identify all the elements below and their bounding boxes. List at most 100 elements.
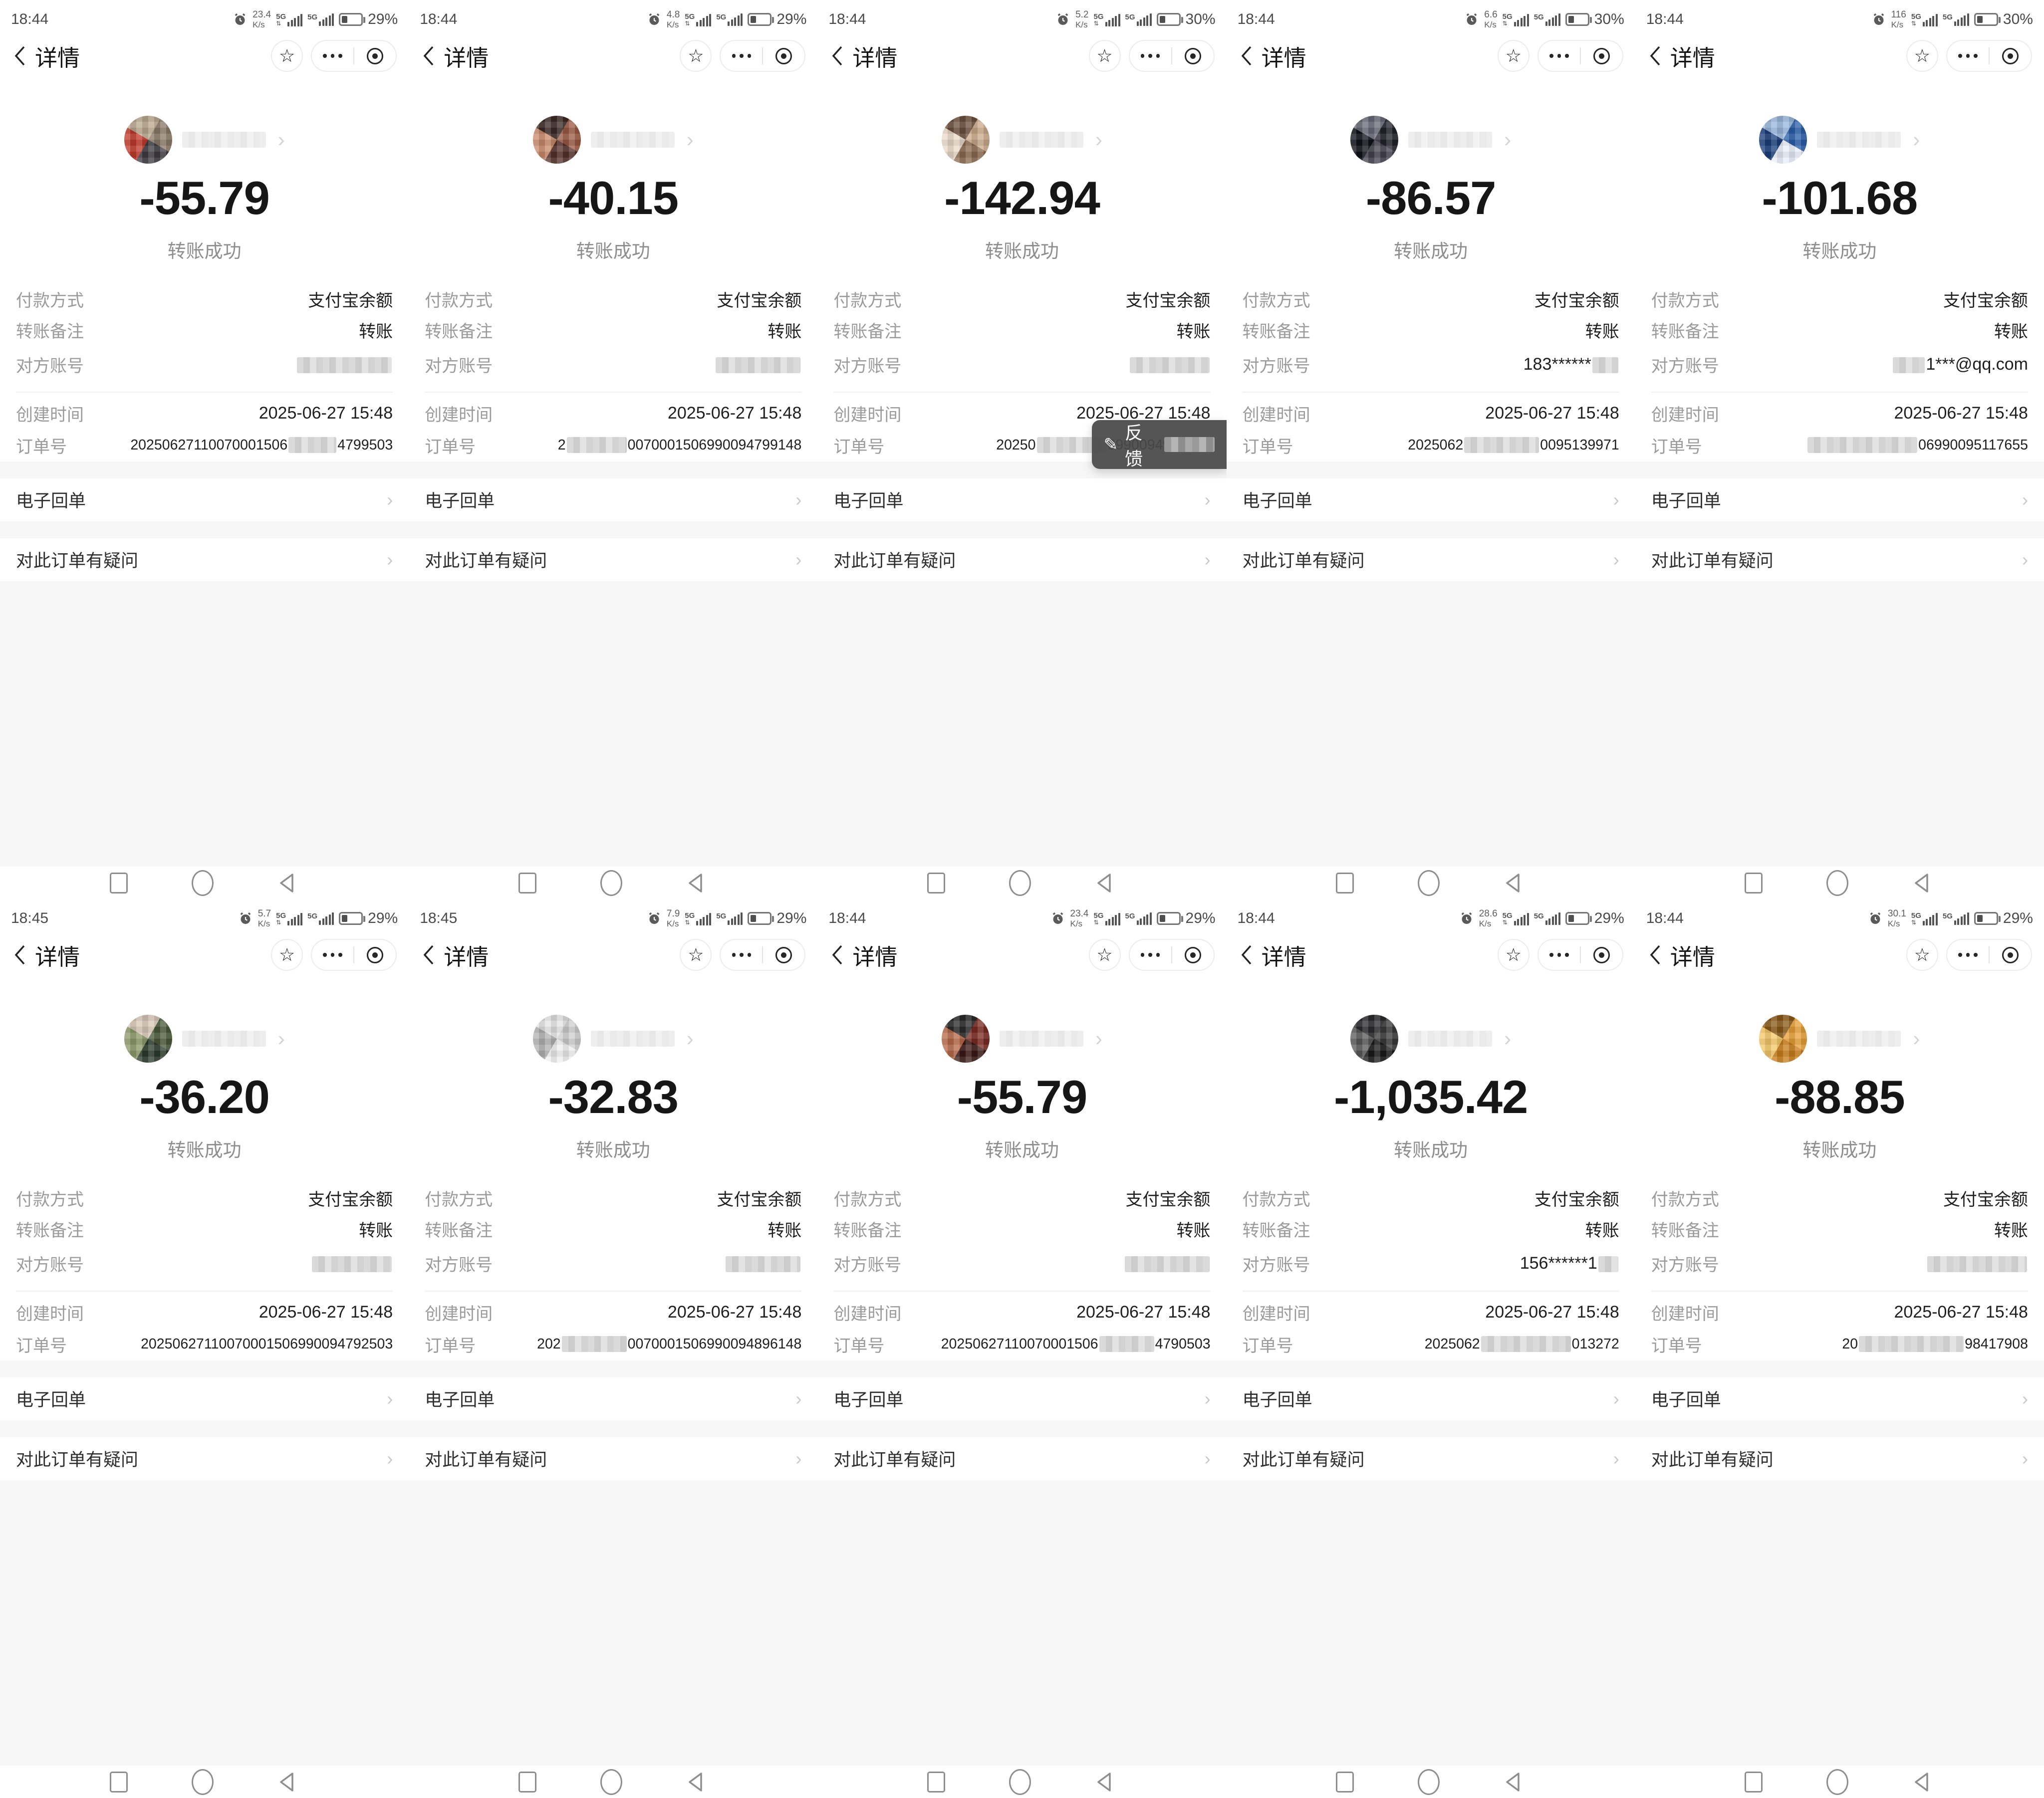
question-row[interactable]: 对此订单有疑问 ›	[0, 1437, 409, 1480]
minimize-button[interactable]	[1581, 940, 1622, 970]
recents-button[interactable]	[927, 1771, 945, 1793]
more-options-button[interactable]	[1538, 940, 1580, 970]
minimize-button[interactable]	[763, 41, 804, 71]
question-row[interactable]: 对此订单有疑问 ›	[1635, 538, 2044, 581]
back-button[interactable]: 详情	[830, 939, 897, 971]
back-nav-button[interactable]	[1912, 872, 1934, 894]
recents-button[interactable]	[109, 872, 128, 894]
minimize-button[interactable]	[354, 940, 396, 970]
minimize-button[interactable]	[763, 940, 804, 970]
favorite-button[interactable]: ☆	[1088, 40, 1121, 72]
payee-row[interactable]: ›	[1227, 1013, 1635, 1065]
home-button[interactable]	[191, 870, 214, 896]
back-nav-button[interactable]	[277, 872, 299, 894]
back-nav-button[interactable]	[1504, 872, 1526, 894]
more-options-button[interactable]	[1947, 940, 1989, 970]
minimize-button[interactable]	[1990, 41, 2031, 71]
back-button[interactable]: 详情	[13, 939, 80, 971]
favorite-button[interactable]: ☆	[680, 40, 712, 72]
back-button[interactable]: 详情	[422, 939, 489, 971]
back-nav-button[interactable]	[277, 1771, 299, 1793]
payee-row[interactable]: ›	[409, 1013, 817, 1065]
back-button[interactable]: 详情	[1240, 40, 1306, 72]
receipt-row[interactable]: 电子回单 ›	[1635, 1377, 2044, 1420]
home-button[interactable]	[1826, 1769, 1849, 1795]
back-nav-button[interactable]	[1095, 872, 1117, 894]
back-button[interactable]: 详情	[13, 40, 80, 72]
more-options-button[interactable]	[721, 940, 762, 970]
recents-button[interactable]	[927, 872, 945, 894]
home-button[interactable]	[600, 870, 622, 896]
more-options-button[interactable]	[312, 41, 353, 71]
minimize-button[interactable]	[1990, 940, 2031, 970]
home-button[interactable]	[191, 1769, 214, 1795]
recents-button[interactable]	[518, 1771, 536, 1793]
favorite-button[interactable]: ☆	[1906, 939, 1938, 971]
minimize-button[interactable]	[1581, 41, 1622, 71]
home-button[interactable]	[600, 1769, 622, 1795]
more-options-button[interactable]	[1947, 41, 1989, 71]
payee-row[interactable]: ›	[817, 1013, 1226, 1065]
recents-button[interactable]	[518, 872, 536, 894]
back-nav-button[interactable]	[1504, 1771, 1526, 1793]
receipt-row[interactable]: 电子回单 ›	[1226, 1377, 1635, 1420]
favorite-button[interactable]: ☆	[1497, 939, 1530, 971]
favorite-button[interactable]: ☆	[271, 40, 303, 72]
back-button[interactable]: 详情	[1240, 939, 1306, 971]
back-nav-button[interactable]	[686, 1771, 708, 1793]
receipt-row[interactable]: 电子回单 ›	[409, 478, 818, 521]
payee-row[interactable]: ›	[817, 114, 1226, 166]
back-nav-button[interactable]	[1912, 1771, 1934, 1793]
back-button[interactable]: 详情	[1648, 939, 1715, 971]
favorite-button[interactable]: ☆	[1088, 939, 1121, 971]
minimize-button[interactable]	[1172, 41, 1214, 71]
more-options-button[interactable]	[1130, 940, 1171, 970]
favorite-button[interactable]: ☆	[1906, 40, 1938, 72]
back-nav-button[interactable]	[686, 872, 708, 894]
back-button[interactable]: 详情	[422, 40, 489, 72]
payee-row[interactable]: ›	[0, 1013, 409, 1065]
payee-row[interactable]: ›	[1227, 114, 1635, 166]
receipt-row[interactable]: 电子回单 ›	[409, 1377, 818, 1420]
more-options-button[interactable]	[1538, 41, 1580, 71]
more-options-button[interactable]	[312, 940, 353, 970]
home-button[interactable]	[1009, 870, 1031, 896]
recents-button[interactable]	[1745, 1771, 1763, 1793]
home-button[interactable]	[1009, 1769, 1031, 1795]
payee-row[interactable]: ›	[1635, 1013, 2044, 1065]
recents-button[interactable]	[1745, 872, 1763, 894]
feedback-toast[interactable]: ✎ 反馈	[1091, 420, 1227, 469]
more-options-button[interactable]	[721, 41, 762, 71]
question-row[interactable]: 对此订单有疑问 ›	[817, 538, 1227, 581]
home-button[interactable]	[1418, 1769, 1440, 1795]
payee-row[interactable]: ›	[1635, 114, 2044, 166]
receipt-row[interactable]: 电子回单 ›	[0, 1377, 409, 1420]
back-nav-button[interactable]	[1095, 1771, 1117, 1793]
recents-button[interactable]	[1336, 1771, 1354, 1793]
question-row[interactable]: 对此订单有疑问 ›	[1226, 538, 1635, 581]
question-row[interactable]: 对此订单有疑问 ›	[409, 538, 818, 581]
question-row[interactable]: 对此订单有疑问 ›	[817, 1437, 1227, 1480]
receipt-row[interactable]: 电子回单 ›	[1635, 478, 2044, 521]
question-row[interactable]: 对此订单有疑问 ›	[1226, 1437, 1635, 1480]
minimize-button[interactable]	[354, 41, 396, 71]
favorite-button[interactable]: ☆	[680, 939, 712, 971]
back-button[interactable]: 详情	[830, 40, 897, 72]
question-row[interactable]: 对此订单有疑问 ›	[409, 1437, 818, 1480]
receipt-row[interactable]: 电子回单 ›	[0, 478, 409, 521]
back-button[interactable]: 详情	[1648, 40, 1715, 72]
receipt-row[interactable]: 电子回单 ›	[1226, 478, 1635, 521]
recents-button[interactable]	[1336, 872, 1354, 894]
home-button[interactable]	[1418, 870, 1440, 896]
more-options-button[interactable]	[1130, 41, 1171, 71]
favorite-button[interactable]: ☆	[1497, 40, 1530, 72]
receipt-row[interactable]: 电子回单 ›	[817, 1377, 1227, 1420]
home-button[interactable]	[1826, 870, 1849, 896]
receipt-row[interactable]: 电子回单 ›	[817, 478, 1227, 521]
question-row[interactable]: 对此订单有疑问 ›	[0, 538, 409, 581]
recents-button[interactable]	[109, 1771, 128, 1793]
payee-row[interactable]: ›	[0, 114, 409, 166]
minimize-button[interactable]	[1172, 940, 1214, 970]
payee-row[interactable]: ›	[409, 114, 817, 166]
question-row[interactable]: 对此订单有疑问 ›	[1635, 1437, 2044, 1480]
